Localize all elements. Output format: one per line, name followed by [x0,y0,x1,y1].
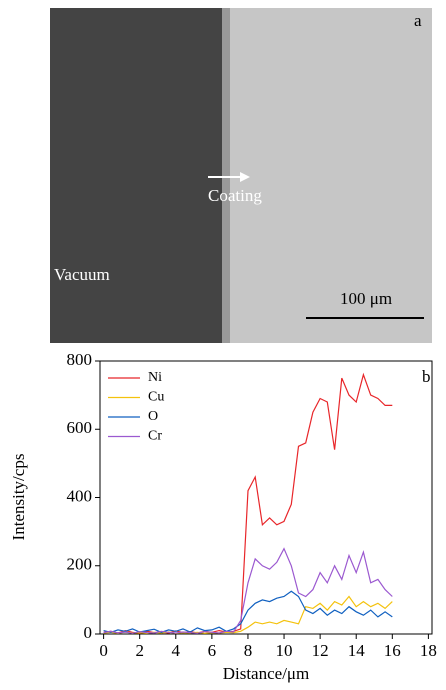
y-tick-label: 400 [67,486,93,505]
x-tick-label: 16 [384,641,401,660]
legend-label: Cu [148,390,164,405]
y-tick-label: 200 [67,555,93,574]
x-axis-title: Distance/μm [223,664,310,683]
coating-label: Coating [208,186,262,205]
x-tick-label: 4 [172,641,181,660]
x-tick-label: 0 [99,641,108,660]
legend-label: O [148,409,158,424]
data-line [103,547,393,634]
y-tick-label: 800 [67,350,93,369]
y-tick-label: 600 [67,418,93,437]
legend-label: Ni [148,370,162,385]
x-tick-label: 10 [276,641,293,660]
x-tick-label: 8 [244,641,253,660]
scale-label: 100 μm [340,289,392,308]
x-tick-label: 2 [135,641,144,660]
y-tick-label: 0 [84,623,93,642]
data-line [103,372,393,634]
interface [222,8,230,343]
data-line [103,590,393,633]
arrow-head [240,172,250,182]
x-tick-label: 18 [420,641,437,660]
panel-label: a [414,11,422,30]
y-axis-title: Intensity/cps [9,454,28,541]
vacuum-label: Vacuum [54,265,110,284]
x-tick-label: 12 [312,641,329,660]
data-line [103,595,393,634]
panel-label: b [422,367,431,386]
x-tick-label: 14 [348,641,366,660]
x-tick-label: 6 [208,641,217,660]
legend-label: Cr [148,429,162,444]
vacuum-region [50,8,226,343]
